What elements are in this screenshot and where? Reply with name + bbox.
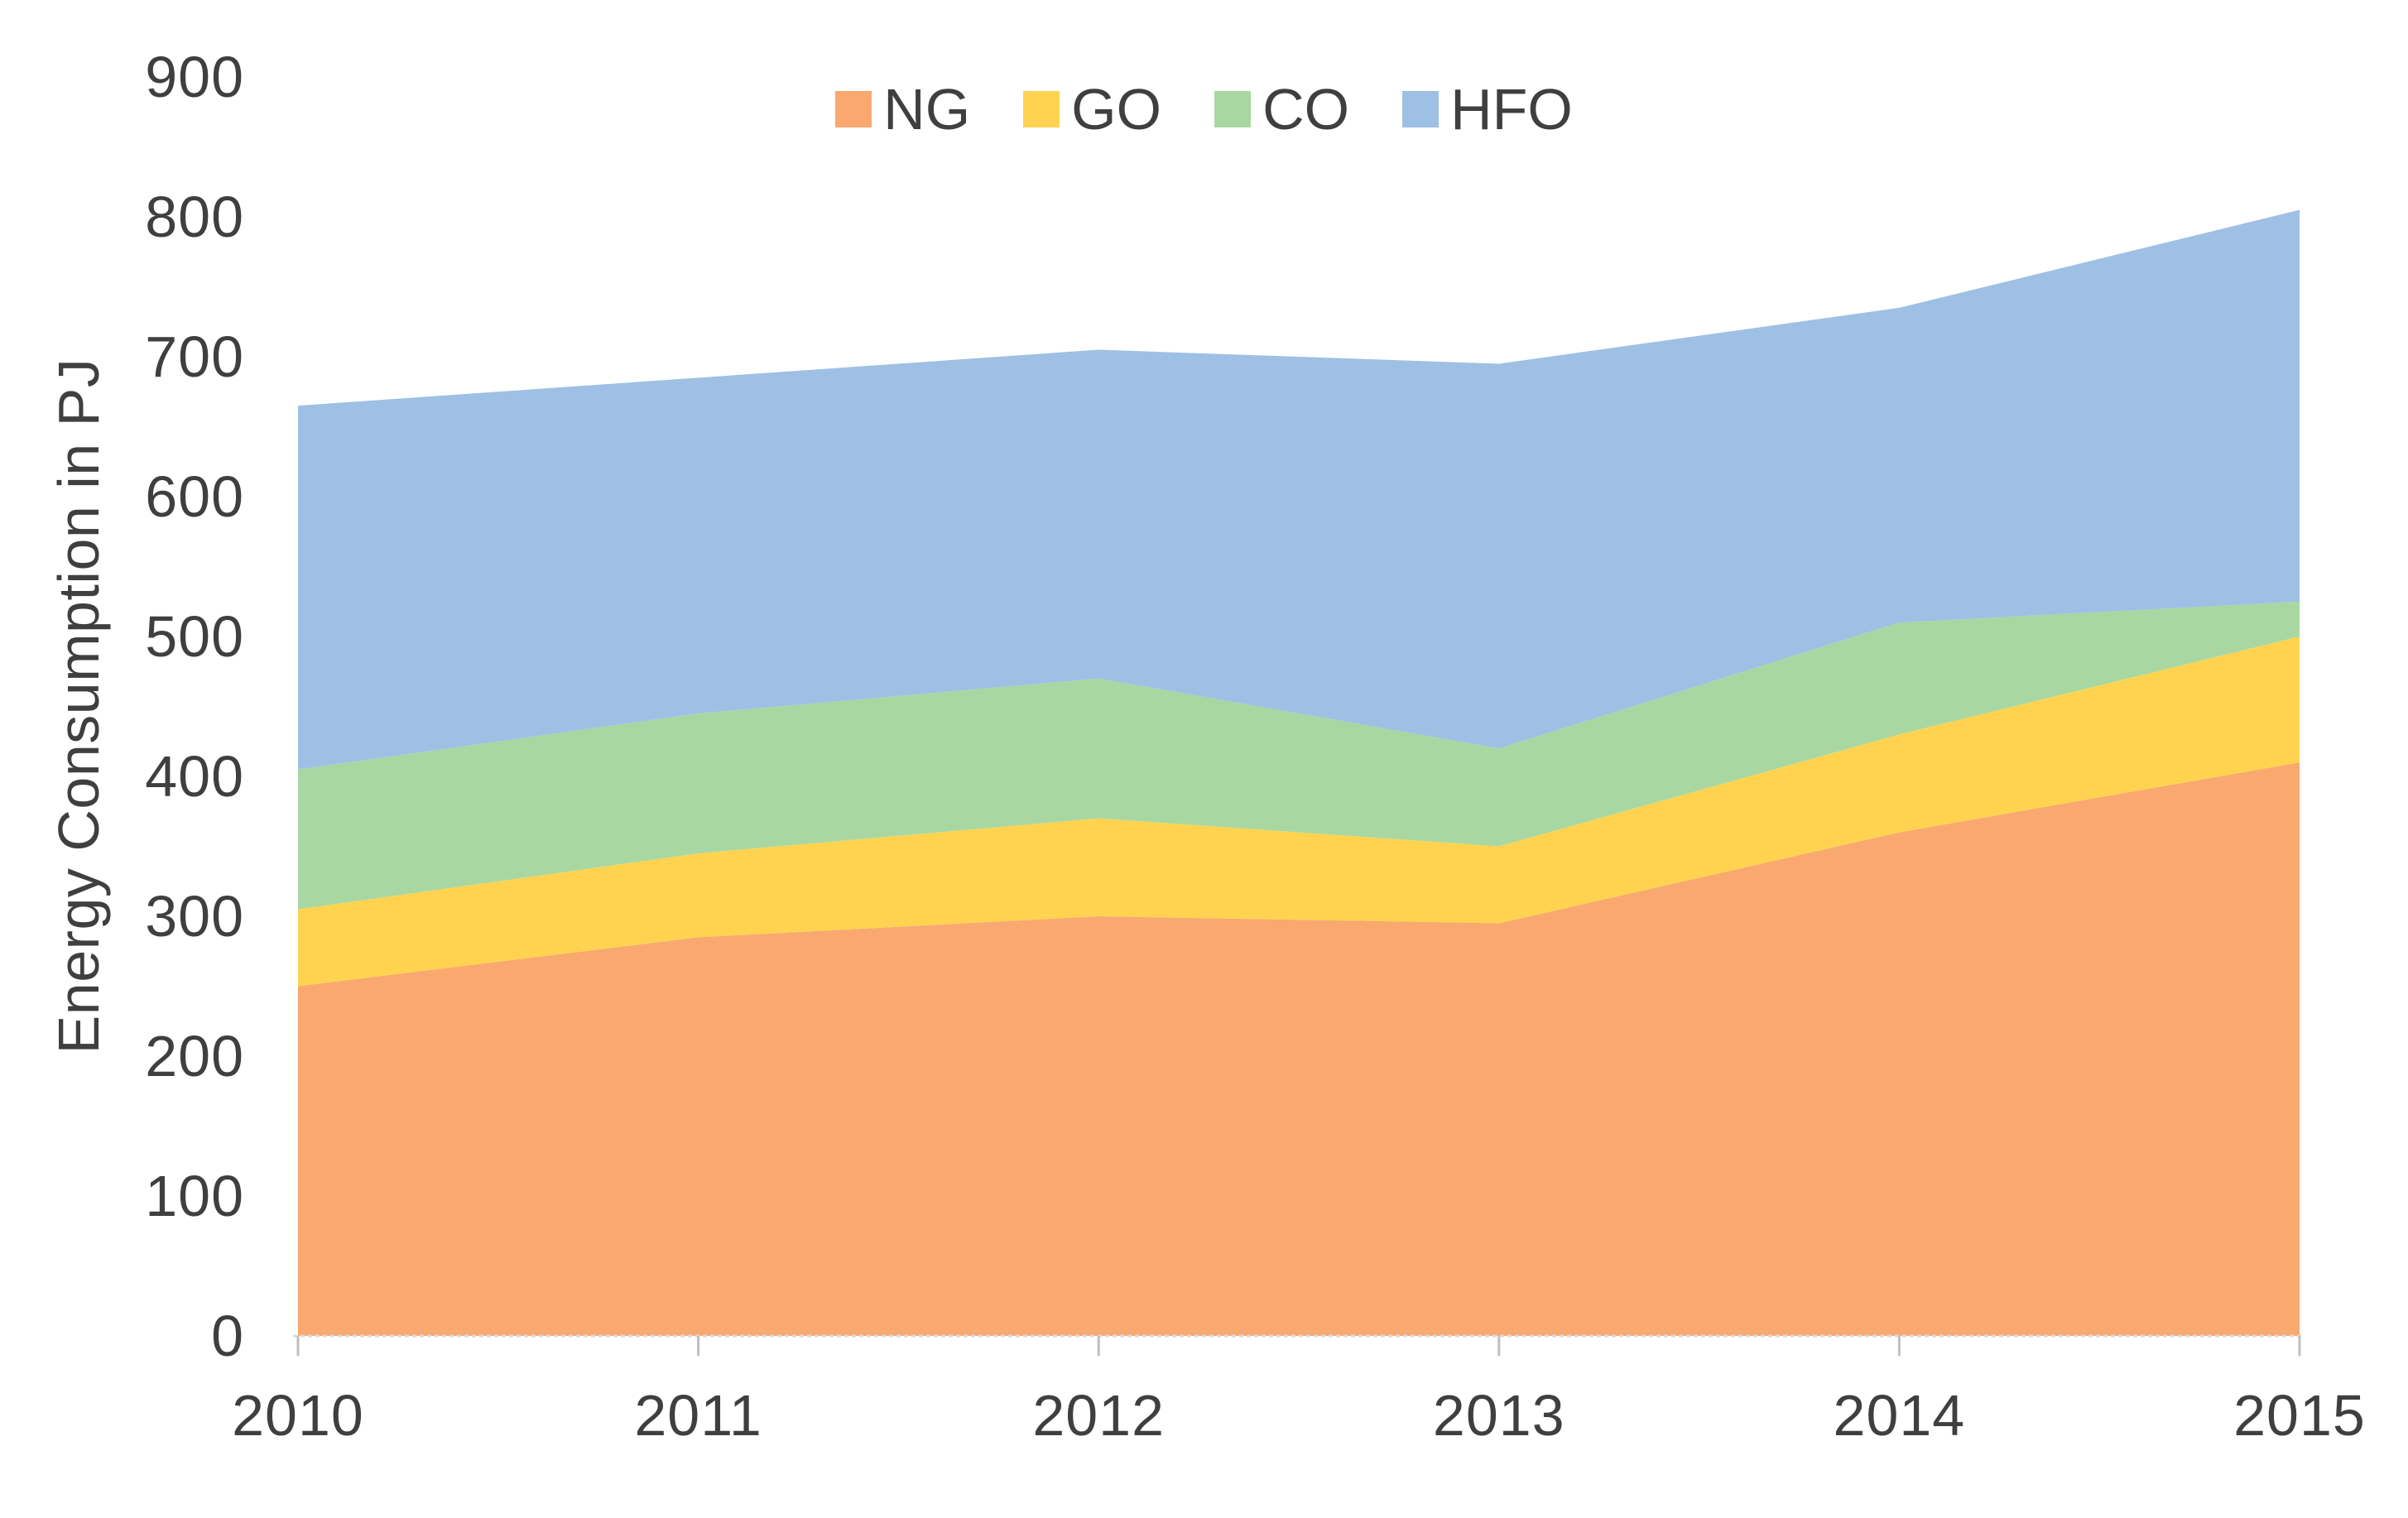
- x-tick-label-2014: 2014: [1833, 1383, 1966, 1448]
- area-HFO: [298, 209, 2300, 770]
- y-tick-label-600: 600: [145, 464, 244, 529]
- y-tick-label-900: 900: [145, 45, 244, 109]
- y-tick-label-100: 100: [145, 1164, 244, 1228]
- area-CO: [298, 601, 2300, 910]
- legend-item-NG: NG: [835, 79, 970, 140]
- y-tick-label-700: 700: [145, 324, 244, 389]
- legend-label-NG: NG: [883, 77, 971, 142]
- y-tick-label-400: 400: [145, 744, 244, 809]
- x-tick-label-2015: 2015: [2233, 1383, 2366, 1448]
- x-tick-label-2013: 2013: [1432, 1383, 1565, 1448]
- legend-label-GO: GO: [1071, 77, 1162, 142]
- y-tick-label-500: 500: [145, 604, 244, 669]
- area-GO: [298, 637, 2300, 987]
- y-tick-label-0: 0: [211, 1304, 244, 1368]
- legend-label-CO: CO: [1262, 77, 1350, 142]
- legend-swatch-NG: [835, 91, 872, 127]
- area-NG: [298, 762, 2300, 1336]
- x-tick-label-2012: 2012: [1032, 1383, 1166, 1448]
- y-tick-label-200: 200: [145, 1024, 244, 1088]
- legend-label-HFO: HFO: [1450, 77, 1573, 142]
- legend-swatch-HFO: [1402, 91, 1440, 127]
- x-tick-label-2010: 2010: [232, 1383, 364, 1448]
- y-tick-label-300: 300: [145, 884, 244, 949]
- legend-swatch-GO: [1023, 91, 1060, 127]
- legend-item-CO: CO: [1214, 79, 1349, 140]
- x-tick-label-2011: 2011: [634, 1383, 762, 1448]
- y-tick-label-800: 800: [145, 185, 244, 249]
- legend-item-GO: GO: [1023, 79, 1161, 140]
- legend-item-HFO: HFO: [1402, 79, 1573, 140]
- y-axis-title: Energy Consumption in PJ: [46, 358, 111, 1054]
- legend: NG GO CO HFO: [0, 79, 2408, 140]
- legend-swatch-CO: [1214, 91, 1252, 127]
